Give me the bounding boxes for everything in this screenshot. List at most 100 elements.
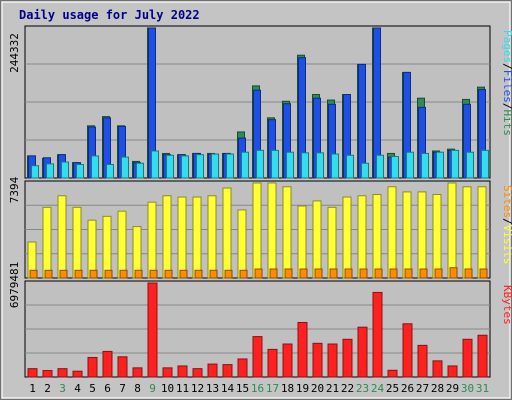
x-tick-day-12: 12 bbox=[191, 382, 204, 395]
bar-sites bbox=[329, 268, 338, 279]
bar-visits bbox=[162, 195, 172, 279]
x-tick-day-14: 14 bbox=[221, 382, 235, 395]
bar-pages bbox=[331, 153, 339, 179]
bar-visits bbox=[327, 206, 337, 279]
bar-kbytes bbox=[297, 321, 308, 378]
x-tick-day-30: 30 bbox=[461, 382, 474, 395]
bar-visits bbox=[417, 191, 427, 279]
bar-sites bbox=[374, 268, 383, 279]
x-tick-day-23: 23 bbox=[356, 382, 369, 395]
bar-sites bbox=[119, 269, 128, 279]
bar-pages bbox=[346, 154, 354, 179]
legend-part-hits: Hits bbox=[501, 110, 512, 137]
bar-kbytes bbox=[342, 338, 353, 378]
x-tick-day-28: 28 bbox=[431, 382, 444, 395]
x-tick-day-4: 4 bbox=[74, 382, 81, 395]
bar-kbytes bbox=[222, 364, 233, 378]
bar-kbytes bbox=[462, 338, 473, 378]
bar-visits bbox=[252, 182, 262, 279]
x-tick-day-26: 26 bbox=[401, 382, 414, 395]
bar-visits bbox=[372, 193, 382, 279]
legend-part-pages: Pages bbox=[501, 30, 512, 63]
bar-sites bbox=[314, 268, 323, 279]
legend-part-visits: Visits bbox=[501, 225, 512, 265]
panel-visits-sites: 7394 Sites/Visits bbox=[8, 176, 512, 279]
x-tick-day-21: 21 bbox=[326, 382, 339, 395]
bar-pages bbox=[316, 152, 324, 179]
bar-sites bbox=[359, 268, 368, 279]
bar-pages bbox=[106, 163, 114, 179]
bar-pages bbox=[76, 163, 84, 179]
bar-pages bbox=[166, 154, 174, 179]
bar-sites bbox=[404, 268, 413, 279]
bar-sites bbox=[194, 269, 203, 279]
bar-kbytes bbox=[267, 348, 278, 378]
bar-sites bbox=[29, 269, 38, 279]
bar-pages bbox=[211, 153, 219, 179]
bar-pages bbox=[91, 155, 99, 179]
bar-visits bbox=[477, 186, 487, 279]
x-tick-day-8: 8 bbox=[134, 382, 141, 395]
bar-sites bbox=[299, 268, 308, 279]
bar-kbytes bbox=[132, 367, 143, 378]
x-tick-day-25: 25 bbox=[386, 382, 399, 395]
bar-pages bbox=[406, 151, 414, 179]
bar-visits bbox=[72, 206, 82, 279]
x-tick-day-1: 1 bbox=[29, 382, 36, 395]
bar-visits bbox=[282, 186, 292, 279]
bar-visits bbox=[297, 205, 307, 279]
bar-sites bbox=[269, 268, 278, 279]
chart-panels: 244332Pages/Files/Hits7394Sites/Visits69… bbox=[8, 25, 512, 378]
bar-kbytes bbox=[27, 368, 38, 378]
bar-pages bbox=[361, 162, 369, 179]
bar-sites bbox=[209, 269, 218, 279]
bar-pages bbox=[436, 151, 444, 179]
bar-pages bbox=[121, 156, 129, 179]
bar-sites bbox=[104, 269, 113, 279]
bar-kbytes bbox=[387, 369, 398, 378]
bar-kbytes bbox=[102, 350, 113, 378]
bar-sites bbox=[179, 269, 188, 279]
bar-pages bbox=[136, 162, 144, 179]
x-tick-day-29: 29 bbox=[446, 382, 459, 395]
x-tick-day-15: 15 bbox=[236, 382, 249, 395]
bar-visits bbox=[432, 193, 442, 279]
x-tick-day-11: 11 bbox=[176, 382, 189, 395]
bar-kbytes bbox=[192, 368, 203, 378]
x-tick-day-27: 27 bbox=[416, 382, 429, 395]
bar-pages bbox=[241, 151, 249, 179]
bar-files bbox=[358, 63, 366, 179]
bar-pages bbox=[286, 151, 294, 179]
y-axis-max-label: 7394 bbox=[8, 176, 21, 203]
bar-sites bbox=[419, 268, 428, 279]
right-legend-label: KBytes bbox=[501, 285, 512, 325]
x-tick-day-10: 10 bbox=[161, 382, 174, 395]
bar-kbytes bbox=[72, 370, 83, 378]
x-tick-day-18: 18 bbox=[281, 382, 294, 395]
bar-visits bbox=[447, 182, 457, 279]
bar-visits bbox=[402, 191, 412, 279]
bar-visits bbox=[87, 219, 97, 279]
x-tick-day-22: 22 bbox=[341, 382, 354, 395]
x-tick-day-20: 20 bbox=[311, 382, 324, 395]
panel-kbytes: 6979481 KBytes bbox=[8, 262, 512, 378]
bar-pages bbox=[271, 149, 279, 179]
bar-pages bbox=[61, 161, 69, 179]
y-axis-max-label: 6979481 bbox=[8, 262, 21, 308]
legend-part-: / bbox=[501, 103, 512, 110]
bar-pages bbox=[376, 154, 384, 179]
x-tick-day-16: 16 bbox=[251, 382, 264, 395]
legend-part-: / bbox=[501, 63, 512, 70]
bar-kbytes bbox=[357, 326, 368, 378]
bar-visits bbox=[357, 195, 367, 279]
bar-kbytes bbox=[117, 356, 128, 378]
bar-kbytes bbox=[312, 342, 323, 378]
bar-pages bbox=[481, 149, 489, 179]
bar-kbytes bbox=[327, 343, 338, 378]
bar-visits bbox=[222, 187, 232, 279]
bar-kbytes bbox=[477, 334, 488, 378]
bar-visits bbox=[42, 206, 52, 279]
bar-kbytes bbox=[207, 363, 218, 378]
